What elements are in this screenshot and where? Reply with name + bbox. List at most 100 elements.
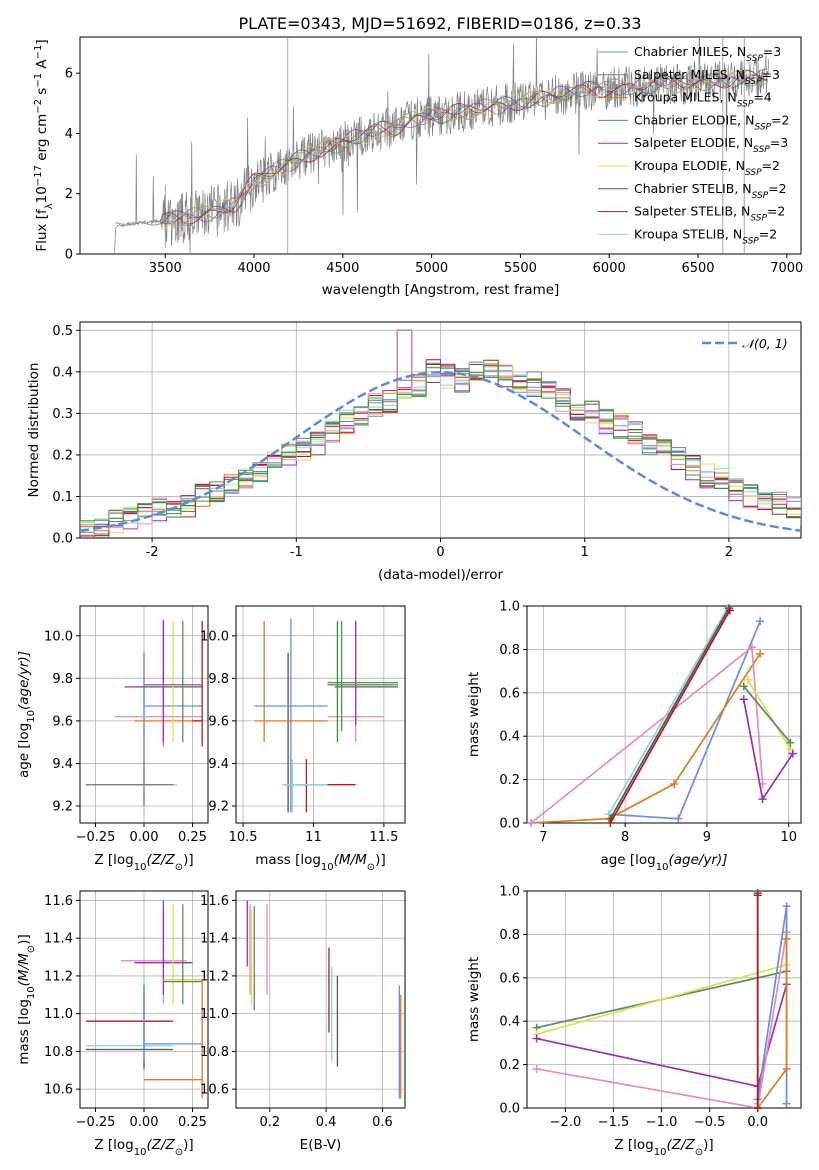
- legend-entry-value: =4: [753, 90, 771, 105]
- mass-weight-line: [608, 607, 729, 815]
- mass-vs-Z-x-label-text: Z [log: [94, 1137, 133, 1153]
- spectrum-y-label-part: erg cm: [34, 114, 50, 165]
- legend-entry-sub: SSP: [745, 77, 762, 87]
- legend-entry-value: =2: [767, 204, 785, 219]
- y-tick-label: 9.8: [52, 672, 73, 687]
- axes-frame: [526, 890, 802, 1109]
- x-tick-label: −2.0: [550, 1115, 582, 1130]
- mass-weight-line: [608, 620, 761, 820]
- x-tick-label: 4000: [237, 261, 270, 276]
- mass-vs-Z-x-label-part: 10: [134, 1147, 147, 1158]
- x-tick-label: 0.00: [130, 830, 159, 845]
- figure-title: PLATE=0343, MJD=51692, FIBERID=0186, z=0…: [238, 14, 641, 33]
- x-tick-label: -2: [146, 545, 159, 560]
- legend-entry-sub: SSP: [753, 145, 770, 155]
- y-tick-label: 0.3: [52, 407, 73, 422]
- residual-histogram: [80, 329, 801, 535]
- y-tick-label: 10.0: [44, 629, 73, 644]
- x-tick-label: 0.00: [130, 1115, 159, 1130]
- y-tick-label: 9.4: [208, 757, 229, 772]
- x-tick-label: 7: [539, 830, 547, 845]
- y-tick-label: 9.8: [208, 672, 229, 687]
- y-tick-label: 0.2: [499, 1058, 520, 1073]
- x-tick-label: 10: [780, 830, 797, 845]
- y-tick-label: 0.0: [499, 1102, 520, 1117]
- mass-vs-Z-y-label-part: (M/M: [16, 953, 32, 986]
- legend-entry-label: Salpeter STELIB, N: [634, 204, 750, 219]
- age-vs-Z-y-label: age [log10(age/yr)]: [16, 651, 37, 778]
- age-vs-Z-y-label-part: 10: [26, 710, 37, 723]
- x-tick-label: 11: [305, 830, 322, 845]
- y-tick-label: 0.6: [499, 971, 520, 986]
- legend-entry-sub: SSP: [745, 168, 762, 178]
- age-vs-Z-x-label: Z [log10(Z/Z⊙)]: [94, 852, 193, 873]
- legend-entry-value: =3: [770, 135, 788, 150]
- observed-spectrum: [114, 37, 770, 254]
- y-tick-label: 0.2: [52, 448, 73, 463]
- massweight-vs-Z-x-label-part: 10: [654, 1147, 667, 1158]
- mass-weight-line: [536, 963, 787, 1036]
- age-vs-mass-x-label-part: )]: [375, 852, 386, 868]
- model-spectrum-line: [115, 68, 768, 226]
- x-tick-label: 5000: [415, 261, 448, 276]
- mass-vs-Z-y-label-part: ⊙: [26, 945, 37, 953]
- y-tick-label: 9.2: [52, 799, 73, 814]
- legend-entry: Kroupa ELODIE, NSSP=2: [634, 158, 780, 178]
- legend-entry-label: Chabrier MILES, N: [634, 44, 746, 59]
- x-tick-label: -1: [290, 545, 303, 560]
- legend-entry-label: Salpeter ELODIE, N: [634, 135, 753, 150]
- spectrum-y-label-text: Flux [f: [34, 208, 50, 252]
- y-tick-label: 9.4: [52, 757, 73, 772]
- age-vs-Z-x-label-part: 10: [134, 862, 147, 873]
- y-tick-label: 10.8: [44, 1045, 73, 1060]
- mass-vs-Z-x-label: Z [log10(Z/Z⊙)]: [94, 1137, 193, 1158]
- age-vs-Z-y-label-part: (age/yr)]: [16, 651, 32, 710]
- x-tick-label: −1.5: [598, 1115, 630, 1130]
- spectrum-panel: 3500 4000 4500 5000 5500 6000 6500 7000 0 2 4 6 wave…: [33, 36, 803, 298]
- spectrum-y-label-part: −17: [33, 165, 44, 186]
- age-vs-mass-panel: 10.5 11 11.5 9.2 9.4 9.6 9.8 10.0 mass [log10(M/…: [200, 605, 406, 873]
- age-vs-mass-x-label-text: mass [log: [255, 852, 321, 868]
- y-tick-label: 0.8: [499, 643, 520, 658]
- spectrum-y-label-part: −1: [33, 73, 44, 88]
- massweight-vs-age-x-label: age [log10(age/yr)]: [600, 852, 727, 873]
- legend-entry-value: =2: [762, 158, 780, 173]
- x-tick-label: 0.4: [316, 1115, 337, 1130]
- legend-entry-sub: SSP: [754, 122, 771, 132]
- model-spectrum-line: [115, 73, 768, 226]
- y-tick-label: 9.6: [52, 714, 73, 729]
- y-tick-label: 0.4: [52, 365, 73, 380]
- gaussian-legend-label: 𝒩(0, 1): [742, 336, 788, 351]
- y-tick-label: 11.4: [44, 932, 73, 947]
- axes-frame: [235, 890, 406, 1109]
- mass-vs-EBV-x-label: E(B-V): [300, 1137, 342, 1153]
- y-tick-label: 11.6: [44, 894, 73, 909]
- legend-entry: Kroupa MILES, NSSP=4: [634, 90, 772, 110]
- spectrum-y-label: Flux [fλ10−17 erg cm−2 s−1 A−1]: [33, 39, 55, 251]
- x-tick-label: 10.5: [229, 830, 258, 845]
- residual-histogram: [80, 329, 801, 536]
- mass-weight-line: [609, 607, 730, 820]
- y-tick-label: 0.6: [499, 686, 520, 701]
- legend-entry-label: Kroupa ELODIE, N: [634, 158, 745, 173]
- y-tick-label: 0.5: [52, 324, 73, 339]
- spectrum-plot-area: [114, 37, 770, 254]
- x-tick-label: 1: [581, 545, 589, 560]
- x-tick-label: 0.0: [747, 1115, 768, 1130]
- legend-entry-label: Kroupa STELIB, N: [634, 226, 742, 241]
- y-tick-label: 0.2: [499, 773, 520, 788]
- y-tick-label: 1.0: [499, 600, 520, 615]
- legend-entry: Salpeter ELODIE, NSSP=3: [634, 135, 788, 155]
- legend-entry: Salpeter MILES, NSSP=3: [634, 67, 780, 87]
- y-tick-label: 11.6: [200, 894, 229, 909]
- massweight-vs-age-x-label-part: 10: [656, 862, 669, 873]
- y-tick-label: 2: [65, 187, 73, 202]
- x-tick-label: 0.25: [178, 830, 207, 845]
- age-vs-mass-x-label-part: ⊙: [367, 862, 375, 873]
- mass-weight-line: [609, 609, 731, 824]
- mass-vs-Z-panel: −0.25 0.00 0.25 10.6 10.8 11.0 11.2 11.4 11.6 Z […: [16, 890, 209, 1158]
- spectrum-y-label-part: λ: [44, 203, 55, 209]
- legend-entry-sub: SSP: [752, 191, 769, 201]
- age-vs-Z-x-label-part: (Z/Z: [146, 852, 175, 868]
